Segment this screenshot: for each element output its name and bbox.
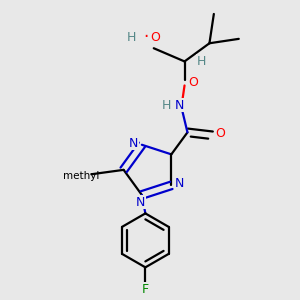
Text: O: O	[150, 31, 160, 44]
Text: O: O	[188, 76, 198, 89]
Text: N: N	[175, 177, 184, 190]
Text: N: N	[175, 99, 184, 112]
Text: O: O	[216, 127, 226, 140]
Text: H: H	[161, 99, 171, 112]
Text: methyl: methyl	[63, 171, 99, 181]
Text: H: H	[127, 31, 136, 44]
Text: F: F	[142, 283, 149, 296]
Text: N: N	[136, 196, 145, 209]
Text: ·: ·	[143, 28, 148, 46]
Text: N: N	[129, 137, 138, 150]
Text: H: H	[197, 55, 206, 68]
